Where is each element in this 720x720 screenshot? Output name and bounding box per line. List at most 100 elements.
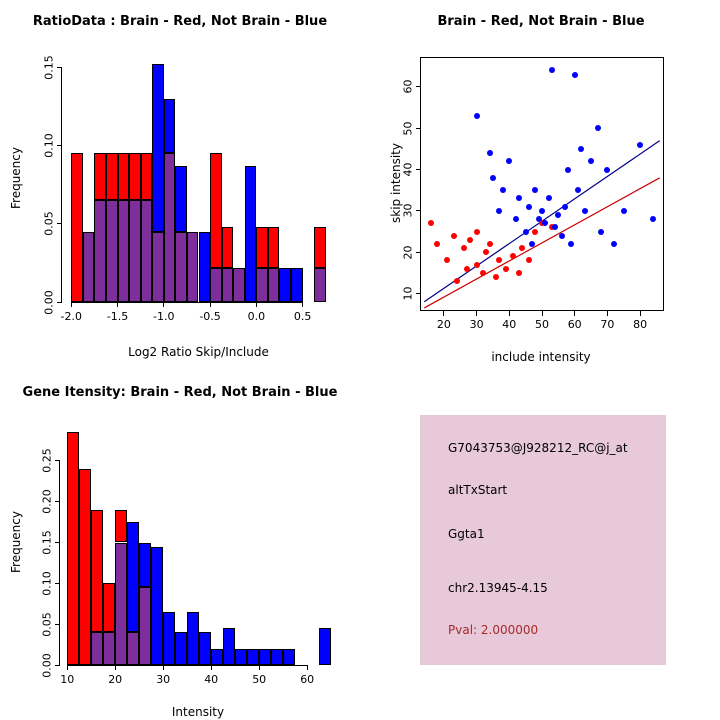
histogram-bar bbox=[94, 200, 106, 302]
scatter-point bbox=[453, 278, 460, 285]
scatter-point bbox=[578, 145, 585, 152]
y-axis-tick bbox=[57, 145, 62, 147]
x-tick-label: 50 bbox=[252, 673, 267, 686]
histogram-bar bbox=[198, 231, 211, 302]
scatter-point bbox=[539, 220, 545, 227]
scatter-point bbox=[637, 141, 644, 148]
y-tick-label: 0.05 bbox=[42, 211, 56, 237]
histogram-bar bbox=[105, 200, 118, 302]
x-tick-label: 60 bbox=[300, 673, 315, 686]
y-axis-tick bbox=[57, 301, 62, 303]
scatter-point bbox=[594, 125, 601, 132]
scatter-point bbox=[473, 112, 480, 119]
y-axis-tick bbox=[55, 542, 60, 543]
chart-title: RatioData : Brain - Red, Not Brain - Blu… bbox=[32, 14, 328, 29]
y-tick-label: 20 bbox=[401, 245, 415, 260]
histogram-bar bbox=[221, 267, 234, 302]
histogram-bar bbox=[152, 64, 164, 232]
x-tick-label: -2.0 bbox=[60, 310, 82, 323]
y-tick-label: 0.00 bbox=[42, 289, 56, 315]
scatter-point bbox=[610, 240, 617, 247]
histogram-bar bbox=[256, 267, 268, 302]
histogram-bar bbox=[235, 648, 248, 665]
scatter-point bbox=[548, 67, 555, 74]
scatter-point bbox=[532, 228, 539, 235]
x-tick-label: 30 bbox=[156, 673, 171, 686]
scatter-point bbox=[460, 245, 467, 252]
y-axis-tick bbox=[416, 251, 421, 253]
histogram-bar bbox=[117, 200, 130, 302]
x-axis-tick bbox=[639, 311, 641, 316]
y-tick-label: 60 bbox=[401, 79, 415, 94]
y-axis-line bbox=[59, 460, 60, 665]
y-tick-label: 30 bbox=[401, 203, 415, 218]
x-tick-label: 20 bbox=[108, 673, 123, 686]
y-tick-label: 10 bbox=[401, 286, 415, 301]
histogram-bar bbox=[271, 648, 284, 665]
x-axis-label: include intensity bbox=[491, 350, 591, 364]
histogram-bar bbox=[103, 583, 116, 633]
scatter-point bbox=[552, 224, 559, 231]
x-tick-label: 10 bbox=[60, 673, 75, 686]
histogram-bar bbox=[82, 231, 95, 302]
histogram-bar bbox=[117, 153, 130, 201]
histogram-bar bbox=[115, 509, 128, 543]
x-axis-tick bbox=[541, 311, 543, 316]
histogram-bar bbox=[221, 226, 234, 268]
x-axis-label: Log2 Ratio Skip/Include bbox=[128, 345, 269, 359]
scatter-point bbox=[532, 187, 539, 194]
y-axis-tick bbox=[57, 67, 62, 68]
histogram-bar bbox=[267, 267, 280, 302]
scatter-point bbox=[427, 220, 434, 227]
histogram-bar bbox=[127, 632, 140, 665]
histogram-bar bbox=[233, 267, 245, 302]
x-tick-label: 80 bbox=[633, 318, 648, 331]
histogram-bar bbox=[210, 267, 222, 302]
histogram-bar bbox=[152, 231, 164, 302]
histogram-bar bbox=[67, 432, 80, 665]
histogram-bar bbox=[175, 165, 187, 232]
y-axis-line bbox=[61, 67, 62, 302]
scatter-point bbox=[545, 195, 552, 202]
scatter-point bbox=[463, 265, 470, 272]
scatter-point bbox=[588, 158, 595, 165]
histogram-bar bbox=[139, 542, 152, 588]
x-tick-label: 0.0 bbox=[247, 310, 266, 323]
scatter-point bbox=[539, 207, 545, 214]
histogram-bar bbox=[223, 628, 236, 665]
chart-title: Brain - Red, Not Brain - Blue bbox=[437, 14, 645, 29]
y-axis-tick bbox=[55, 501, 60, 503]
scatter-point bbox=[496, 257, 503, 264]
histogram-bar bbox=[140, 153, 153, 201]
scatter-point bbox=[516, 269, 523, 276]
histogram-bar bbox=[291, 267, 303, 302]
histogram-bar bbox=[186, 231, 199, 302]
histogram-bar bbox=[91, 509, 104, 633]
histogram-bar bbox=[175, 632, 188, 665]
x-axis-tick bbox=[302, 302, 304, 307]
x-axis-tick bbox=[162, 665, 164, 670]
scatter-point bbox=[434, 240, 441, 247]
histogram-bar bbox=[187, 611, 200, 665]
scatter-point bbox=[493, 273, 500, 280]
scatter-point bbox=[620, 207, 627, 214]
scatter-point bbox=[509, 253, 516, 260]
y-tick-label: 40 bbox=[401, 162, 415, 177]
scatter-point bbox=[499, 187, 506, 194]
plot-area: -2.0 -1.5 -1.0 -0.5 0.0 0.5 0.00 0.05 0.10 0.15 bbox=[43, 55, 335, 323]
x-tick-label: -1.5 bbox=[106, 310, 129, 323]
scatter-point bbox=[496, 207, 503, 214]
x-tick-label: 50 bbox=[535, 318, 549, 331]
histogram-bar bbox=[244, 165, 257, 302]
panel-gene-info: G7043753@J928212_RC@j_at altTxStart Ggta… bbox=[360, 375, 720, 720]
histogram-bar bbox=[163, 98, 176, 154]
x-tick-label: 0.5 bbox=[293, 310, 312, 323]
info-line-gene: Ggta1 bbox=[448, 527, 485, 541]
y-tick-label: 0.25 bbox=[40, 448, 54, 474]
y-axis-label: Frequency bbox=[9, 147, 23, 209]
histogram-bar bbox=[129, 200, 141, 302]
scatter-point bbox=[486, 150, 493, 157]
x-axis-tick bbox=[606, 311, 608, 316]
histogram-bar bbox=[151, 546, 164, 665]
y-axis-tick bbox=[416, 210, 421, 212]
